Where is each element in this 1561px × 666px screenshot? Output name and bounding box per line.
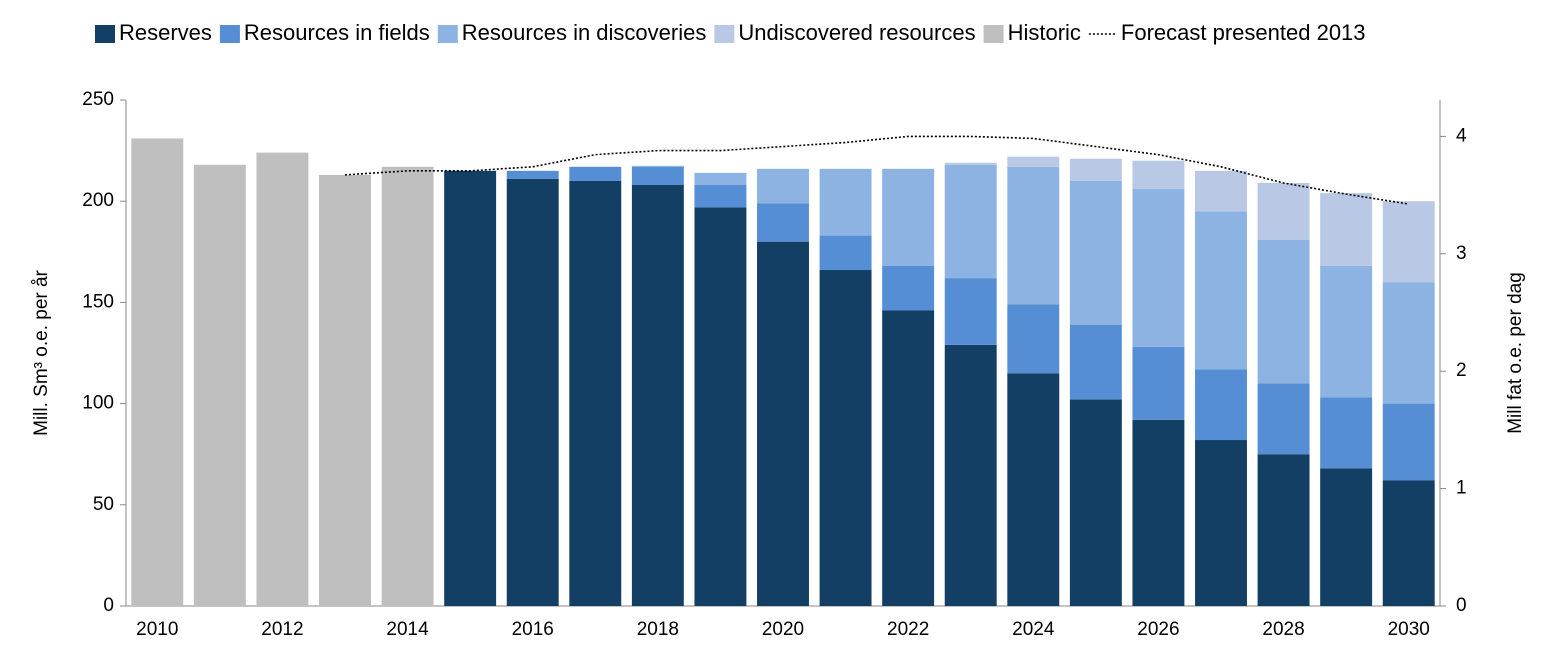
bar-segment [1069,399,1122,606]
bar-segment [1257,383,1310,455]
legend-swatch [983,25,1004,43]
legend-swatch [437,25,458,43]
bar-segment [819,235,872,271]
bar-segment [1257,239,1310,384]
bar-segment [381,166,434,607]
x-tick-label: 2010 [136,619,178,640]
x-tick-label: 2026 [1137,619,1179,640]
bar-segment [1069,180,1122,325]
bar-segment [569,180,622,606]
bar-segment [256,152,309,606]
bar-segment [1195,369,1247,441]
bar-segment [1195,211,1247,370]
y2-tick-label: 0 [1456,595,1467,616]
bar-segment [1069,324,1122,400]
bar-segment [1069,158,1122,181]
legend-label: Forecast presented 2013 [1121,20,1366,45]
bar-segment [1320,468,1373,606]
bar-segment [506,170,559,179]
bar-segment [944,164,997,279]
y2-tick-label: 4 [1456,125,1467,146]
bar-segment [569,166,622,181]
bar-segment [944,344,997,606]
bar-segment [506,178,559,606]
y-tick-label: 150 [82,291,114,312]
bar-segment [1320,265,1373,398]
bar-segment [1382,403,1435,481]
bar-segment [319,174,371,606]
bar-segment [1132,189,1185,347]
y2-tick-label: 3 [1456,243,1467,264]
y-tick-label: 200 [82,190,114,211]
x-tick-label: 2018 [637,619,679,640]
legend-swatch [219,25,240,43]
bar-segment [631,166,684,186]
y2-tick-label: 2 [1456,360,1467,381]
bar-segment [944,278,997,345]
legend-label: Resources in fields [244,20,430,45]
bar-segment [694,185,747,208]
bar-segment [631,185,684,606]
y-axis-title: Mill. Sm³ o.e. per år [31,269,52,435]
bar-segment [1257,454,1310,606]
bar-segment [1007,166,1060,305]
bar-segment [1320,193,1373,266]
bar-segment [1382,282,1435,404]
bar-segment [1007,373,1060,606]
bar-segment [819,168,872,236]
bar-segment [444,170,497,606]
bar-segment [694,207,747,606]
x-tick-label: 2030 [1388,619,1430,640]
bar-segment [1382,201,1435,283]
bar-segment [944,162,997,165]
bar-segment [193,164,246,606]
y2-tick-label: 1 [1456,478,1467,499]
bar-segment [1382,480,1435,606]
bar-segment [1195,440,1247,606]
y-tick-label: 0 [103,595,114,616]
x-tick-label: 2028 [1262,619,1304,640]
forecast-line [344,135,1409,205]
bar-segment [1320,397,1373,469]
bar-segment [694,172,747,186]
bar-segment [1007,304,1060,374]
x-tick-label: 2014 [386,619,429,640]
bar-segment [1007,156,1060,167]
y-tick-label: 100 [82,393,114,414]
bar-segment [1132,160,1185,190]
bar-segment [882,265,935,311]
y2-axis-title: Mill fat o.e. per dag [1505,272,1526,434]
bar-segment [757,168,809,204]
bar-segment [1257,182,1310,240]
bar-segment [131,138,184,606]
legend-swatch [714,25,735,43]
bar-segment [1195,170,1247,212]
bar-segment [819,270,872,606]
x-tick-label: 2012 [261,619,303,640]
y-tick-label: 250 [82,89,114,110]
x-tick-label: 2022 [887,619,929,640]
bar-segment [631,165,684,167]
y-tick-label: 50 [93,494,114,515]
x-tick-label: 2020 [762,619,804,640]
legend-label: Resources in discoveries [462,20,707,45]
bar-segment [757,241,809,606]
legend-label: Historic [1008,20,1081,45]
bar-segment [882,168,935,266]
legend-label: Reserves [119,20,212,45]
bar-segment [757,203,809,242]
x-tick-label: 2016 [512,619,554,640]
bar-segment [882,310,935,606]
bar-segment [1132,419,1185,606]
legend-swatch [95,25,115,43]
legend-label: Undiscovered resources [738,20,975,45]
bar-segment [1132,346,1185,420]
x-tick-label: 2024 [1012,619,1055,640]
